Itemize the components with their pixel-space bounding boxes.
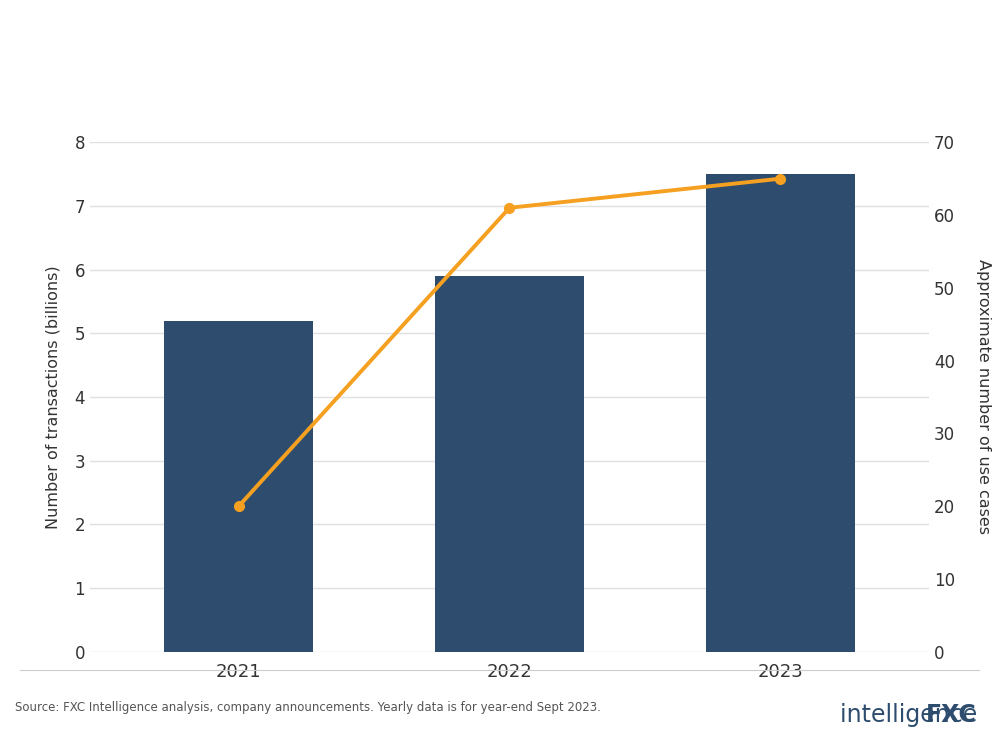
Bar	[435, 276, 584, 652]
Y-axis label: Approximate number of use cases: Approximate number of use cases	[976, 259, 991, 535]
Text: Use cases and transactions conducted over Visa Direct's network, 2021-2023: Use cases and transactions conducted ove…	[18, 78, 774, 97]
Text: Source: FXC Intelligence analysis, company announcements. Yearly data is for yea: Source: FXC Intelligence analysis, compa…	[15, 701, 600, 715]
Text: intelligence: intelligence	[780, 703, 977, 727]
Bar	[705, 174, 854, 652]
Bar	[165, 321, 314, 652]
Text: FXC: FXC	[926, 703, 977, 727]
Text: Visa Direct has consistently grown transactions, use cases: Visa Direct has consistently grown trans…	[18, 19, 984, 46]
Y-axis label: Number of transactions (billions): Number of transactions (billions)	[46, 265, 61, 529]
